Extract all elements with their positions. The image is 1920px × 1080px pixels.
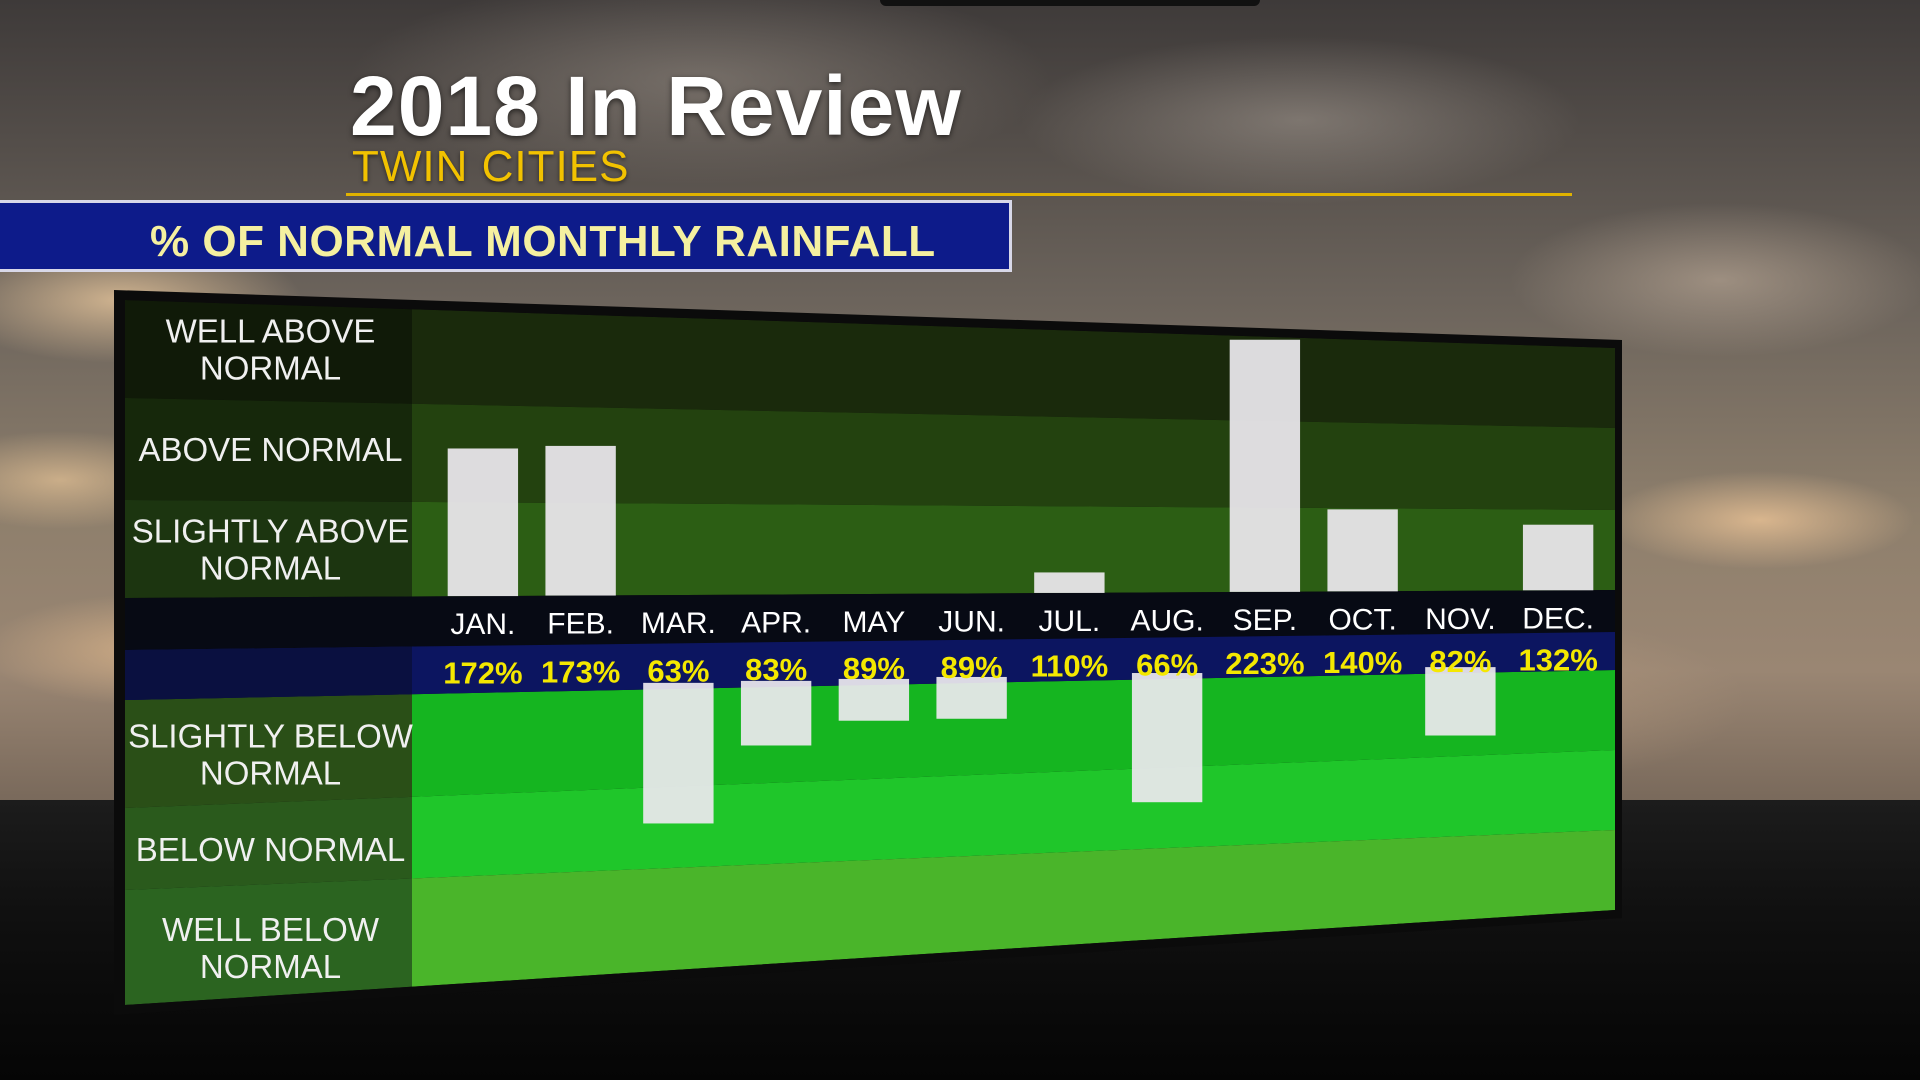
percent-label: 63% (647, 653, 709, 688)
month-label: MAR. (641, 607, 716, 640)
percent-label: 89% (843, 651, 905, 686)
percent-label: 140% (1323, 645, 1402, 680)
bar-jul (1034, 572, 1105, 593)
percent-label-strip (125, 632, 1615, 700)
percent-strip-left (125, 646, 412, 700)
band-label: NORMAL (200, 350, 341, 387)
band-label-bg-below-1 (125, 694, 412, 808)
title-underline (346, 193, 1572, 196)
month-label-strip (125, 590, 1615, 650)
band-label-bg-below-2 (125, 796, 412, 890)
page-title: 2018 In Review (350, 59, 962, 153)
percent-labels: 172% 173% 63% 83% 89% 89% 110% 66% 223% 140% 82% 13… (443, 643, 1598, 691)
band-below-3 (412, 830, 1615, 987)
band-above-2 (412, 403, 1615, 510)
month-label: NOV. (1425, 603, 1496, 636)
percent-label: 82% (1429, 644, 1491, 679)
band-label-bg-below-3 (125, 878, 412, 1005)
bar-feb (545, 445, 616, 596)
band-label: NORMAL (200, 550, 341, 587)
bar-mar (643, 682, 714, 824)
chart-title-banner: % OF NORMAL MONTHLY RAINFALL (0, 200, 1012, 272)
percent-label: 89% (941, 650, 1003, 685)
band-label: WELL BELOW (162, 911, 380, 948)
band-above-3 (412, 501, 1615, 597)
band-label: SLIGHTLY BELOW (128, 718, 414, 755)
month-label: FEB. (547, 608, 614, 641)
band-above-1 (412, 309, 1615, 428)
band-label: NORMAL (200, 755, 341, 792)
bar-sep (1229, 339, 1301, 592)
month-label: DEC. (1522, 602, 1594, 635)
band-label-bg-above-1 (125, 300, 412, 404)
bar-nov (1425, 667, 1496, 736)
band-label: BELOW NORMAL (136, 831, 406, 868)
percent-label: 132% (1518, 643, 1597, 678)
month-label: APR. (741, 607, 811, 640)
month-label: MAY (842, 606, 905, 639)
month-label: JAN. (450, 608, 515, 641)
bar-jan (447, 448, 519, 597)
percent-label: 110% (1031, 649, 1109, 684)
bar-oct (1327, 509, 1398, 592)
percent-label: 223% (1225, 646, 1304, 681)
band-plot-area (125, 309, 1615, 987)
chart-title: % OF NORMAL MONTHLY RAINFALL (150, 217, 936, 266)
bar-dec (1522, 524, 1594, 591)
month-label: JUL. (1039, 605, 1101, 638)
band-label: SLIGHTLY ABOVE (132, 513, 410, 550)
bar-may (838, 678, 910, 721)
band-label-bg-above-2 (125, 398, 412, 502)
bar-apr (740, 680, 812, 746)
bar-series (447, 339, 1594, 824)
percent-label: 173% (541, 654, 620, 689)
band-label-column (125, 300, 412, 1005)
month-label: AUG. (1130, 604, 1203, 637)
location-subtitle: TWIN CITIES (352, 142, 630, 191)
band-label: ABOVE NORMAL (138, 431, 402, 468)
band-label: WELL ABOVE (166, 313, 376, 350)
band-label-bg-above-3 (125, 500, 412, 598)
bar-aug (1131, 673, 1203, 803)
band-below-2 (412, 750, 1615, 879)
top-frame-edge (880, 0, 1260, 6)
month-labels: JAN. FEB. MAR. APR. MAY JUN. JUL. AUG. SEP. OCT. N… (450, 602, 1594, 641)
percent-label: 66% (1136, 647, 1198, 682)
month-label: SEP. (1233, 604, 1298, 637)
month-label: JUN. (938, 605, 1005, 638)
bar-jun (936, 676, 1007, 719)
percent-label: 83% (745, 652, 807, 687)
percent-label: 172% (443, 656, 522, 691)
month-label: OCT. (1328, 603, 1396, 636)
band-label: NORMAL (200, 948, 341, 985)
